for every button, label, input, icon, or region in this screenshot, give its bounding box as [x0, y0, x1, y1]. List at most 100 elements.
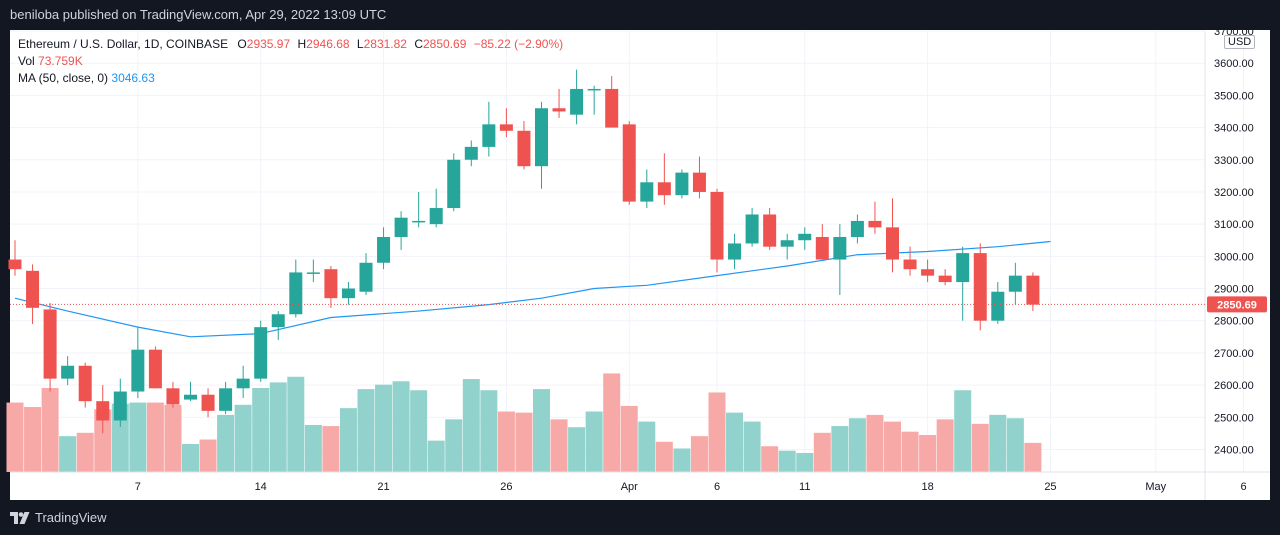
candle-body	[219, 388, 233, 411]
candle-body	[166, 388, 180, 405]
candle-body	[763, 214, 777, 247]
volume-bar	[445, 419, 463, 472]
volume-bar	[936, 419, 954, 472]
candle-body	[535, 108, 548, 167]
candle-body	[429, 208, 443, 225]
vol-label: Vol	[18, 54, 35, 68]
candle-body	[464, 146, 478, 160]
published-info: beniloba published on TradingView.com, A…	[10, 7, 387, 22]
tradingview-logo[interactable]: TradingView	[10, 510, 107, 525]
tradingview-logo-icon	[10, 511, 30, 524]
candle-body	[605, 88, 619, 128]
x-tick-label: 6	[714, 481, 720, 493]
volume-bar	[497, 411, 515, 472]
x-tick-label: 6	[1240, 481, 1246, 493]
legend-vol-row: Vol 73.759K	[18, 53, 563, 70]
volume-bar	[638, 421, 656, 472]
x-tick-label: 11	[799, 481, 810, 493]
volume-bar	[761, 446, 779, 472]
volume-bar	[655, 441, 673, 472]
volume-bar	[1006, 418, 1024, 472]
grid	[10, 30, 1244, 472]
volume-bar	[831, 426, 849, 472]
candle-body	[622, 124, 636, 202]
volume-bar	[252, 388, 270, 472]
vol-value: 73.759K	[38, 54, 83, 68]
y-tick-label: 3400.00	[1214, 123, 1254, 135]
y-tick-label: 3200.00	[1214, 187, 1254, 199]
volume-bar	[726, 412, 744, 472]
candle-body	[938, 275, 952, 283]
volume-bar	[427, 440, 445, 472]
volume-bar	[146, 402, 164, 472]
volume-bar	[129, 402, 147, 472]
candle-body	[394, 217, 408, 238]
candle-body	[886, 227, 899, 260]
volume-bar	[1024, 442, 1042, 472]
candle-body	[657, 182, 671, 196]
volume-bar	[550, 419, 568, 472]
high-value: 2946.68	[306, 37, 350, 51]
legend-ma-row: MA (50, close, 0) 3046.63	[18, 70, 563, 87]
candle-body	[236, 378, 250, 389]
y-tick-label: 3500.00	[1214, 90, 1254, 102]
candle-body	[517, 130, 531, 167]
candle-body	[8, 259, 22, 270]
candle-body	[833, 237, 847, 260]
footer-bar: TradingView	[0, 500, 1280, 535]
candle-body	[552, 108, 566, 112]
candle-body	[640, 182, 654, 202]
volume-bar	[515, 412, 533, 472]
volume-bar	[919, 435, 937, 472]
y-tick-label: 2600.00	[1214, 380, 1254, 392]
candle-body	[271, 314, 285, 328]
x-tick-label: 18	[921, 481, 933, 493]
candle-body	[148, 349, 162, 389]
volume-bar	[673, 448, 691, 472]
volume-bar	[971, 423, 989, 472]
volume-bar	[287, 376, 305, 472]
volume-bar	[690, 436, 708, 472]
volume-bar	[462, 379, 480, 472]
axes: 2400.00 2500.00 2600.00 2700.00 2800.00 2900.…	[10, 26, 1270, 500]
volume-bar	[322, 426, 340, 472]
candle-body	[43, 309, 57, 379]
candle-body	[78, 365, 92, 402]
y-tick-label: 2700.00	[1214, 348, 1254, 360]
volume-bar	[480, 390, 498, 472]
volume-bar	[357, 389, 375, 472]
candle-body	[1026, 275, 1040, 305]
low-value: 2831.82	[363, 37, 407, 51]
candle-body	[254, 327, 268, 379]
candle-body	[324, 269, 338, 299]
candle-body	[1008, 275, 1022, 292]
volume-bar	[6, 402, 24, 472]
candle-body	[745, 214, 759, 244]
x-tick-label: 21	[377, 481, 389, 493]
candle-body	[96, 401, 110, 421]
volume-bar	[410, 390, 428, 472]
candle-body	[289, 272, 303, 315]
volume-bar	[24, 407, 42, 472]
x-tick-label: 26	[500, 481, 512, 493]
candle-body	[61, 365, 75, 379]
last-price-badge	[1207, 296, 1267, 313]
candle-body	[991, 291, 1005, 321]
legend-ohlc-row: Ethereum / U.S. Dollar, 1D, COINBASE O29…	[18, 36, 563, 53]
symbol-name: Ethereum / U.S. Dollar, 1D, COINBASE	[18, 37, 229, 51]
volume-bar	[111, 403, 129, 472]
volume-bar	[182, 444, 199, 472]
candle-body	[921, 269, 935, 276]
currency-badge[interactable]: USD	[1224, 35, 1256, 49]
volume-bar	[533, 389, 550, 472]
candle-body	[113, 391, 127, 421]
y-tick-label: 2500.00	[1214, 412, 1254, 424]
volume-bar	[269, 382, 287, 472]
volume-bar	[796, 452, 814, 472]
volume-bar	[339, 408, 357, 472]
volume-bar	[94, 409, 112, 472]
candle-body	[412, 220, 426, 223]
volume-bar	[866, 414, 884, 472]
candle-body	[482, 124, 496, 147]
